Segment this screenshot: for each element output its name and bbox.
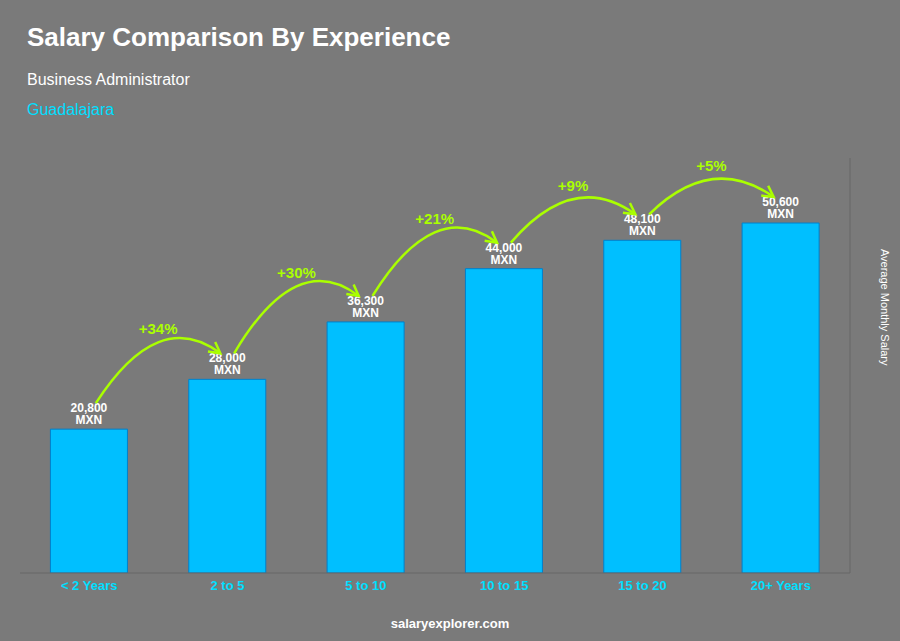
html-text:Salary Comparison By Experienc: Salary Comparison By Experience <box>27 22 451 52</box>
svg-text:10 to 15: 10 to 15 <box>480 578 528 593</box>
svg-text:50,600MXN: 50,600MXN <box>762 195 799 221</box>
svg-text:2 to 5: 2 to 5 <box>211 578 245 593</box>
svg-text:+5%: +5% <box>696 157 726 174</box>
svg-text:28,000MXN: 28,000MXN <box>209 351 246 377</box>
svg-text:36,300MXN: 36,300MXN <box>347 294 384 320</box>
svg-text:48,100MXN: 48,100MXN <box>624 212 661 238</box>
svg-text:+21%: +21% <box>415 210 454 227</box>
svg-text:< 2 Years: < 2 Years <box>61 578 118 593</box>
svg-text:+34%: +34% <box>139 320 178 337</box>
svg-text:+9%: +9% <box>558 177 588 194</box>
html-text:Guadalajara: Guadalajara <box>27 101 115 118</box>
svg-text:Average Monthly Salary: Average Monthly Salary <box>879 249 891 366</box>
html-text:Business Administrator: Business Administrator <box>27 71 190 88</box>
html-text:salaryexplorer.com: salaryexplorer.com <box>390 616 510 631</box>
svg-text:20+ Years: 20+ Years <box>751 578 811 593</box>
svg-text:15 to 20: 15 to 20 <box>618 578 666 593</box>
svg-text:+30%: +30% <box>277 264 316 281</box>
svg-text:20,800MXN: 20,800MXN <box>71 401 108 427</box>
svg-text:44,000MXN: 44,000MXN <box>486 241 523 267</box>
svg-text:5 to 10: 5 to 10 <box>345 578 386 593</box>
